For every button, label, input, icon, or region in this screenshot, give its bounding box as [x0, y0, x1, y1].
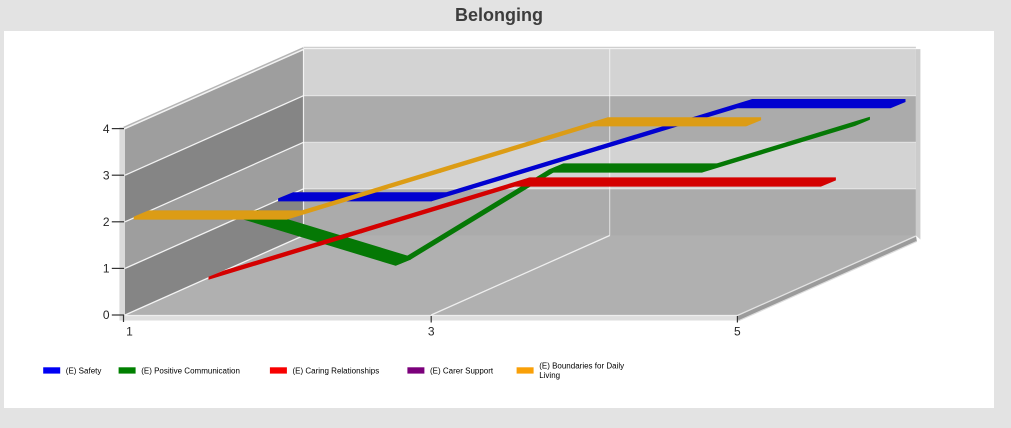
svg-text:(E) Safety: (E) Safety — [66, 366, 102, 375]
svg-text:2: 2 — [103, 215, 110, 229]
svg-text:Living: Living — [539, 371, 560, 380]
svg-text:(E) Caring Relationships: (E) Caring Relationships — [293, 366, 380, 375]
svg-text:3: 3 — [428, 325, 435, 339]
svg-text:(E) Positive Communication: (E) Positive Communication — [141, 366, 240, 375]
svg-text:(E) Boundaries for Daily: (E) Boundaries for Daily — [539, 361, 624, 370]
svg-text:1: 1 — [126, 325, 133, 339]
svg-text:5: 5 — [734, 325, 741, 339]
svg-text:(E) Carer Support: (E) Carer Support — [430, 366, 494, 375]
svg-text:4: 4 — [103, 122, 110, 136]
svg-text:1: 1 — [103, 262, 110, 276]
svg-text:0: 0 — [103, 308, 110, 322]
svg-text:3: 3 — [103, 168, 110, 182]
